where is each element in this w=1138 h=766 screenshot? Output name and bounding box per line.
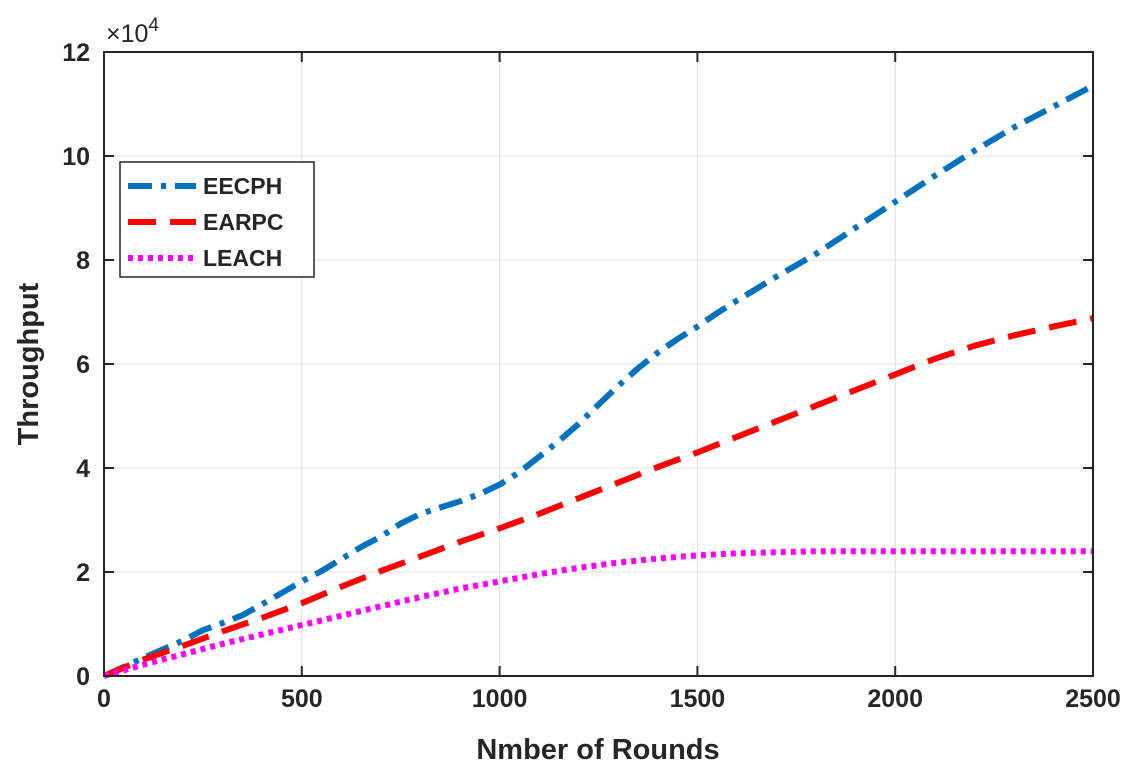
- legend-label-earpc: EARPC: [203, 209, 284, 235]
- y-tick-label: 10: [62, 143, 90, 171]
- x-tick-label: 2000: [867, 685, 923, 713]
- legend: EECPH EARPC LEACH: [119, 161, 315, 278]
- legend-items: EECPH EARPC LEACH: [128, 173, 284, 271]
- y-tick-label: 6: [76, 351, 90, 379]
- x-tick-label: 1000: [472, 685, 528, 713]
- y-multiplier: ×104: [106, 15, 159, 48]
- y-tick-label: 2: [76, 559, 90, 587]
- series-line-earpc: [102, 315, 1094, 679]
- tick-labels: 0 500 1000 1500 2000 2500 0 2 4 6 8 10 12: [62, 39, 1121, 713]
- legend-label-eecph: EECPH: [203, 173, 282, 199]
- x-tick-label: 0: [97, 685, 111, 713]
- tick-marks: [103, 51, 1094, 677]
- x-tick-label: 1500: [670, 685, 726, 713]
- x-axis-label: Nmber of Rounds: [476, 734, 719, 766]
- y-tick-label: 12: [62, 39, 90, 67]
- x-tick-label: 2500: [1065, 685, 1121, 713]
- y-tick-label: 8: [76, 247, 90, 275]
- legend-label-leach: LEACH: [203, 245, 282, 271]
- y-multiplier-exponent: 4: [148, 15, 159, 36]
- series-layer: [102, 83, 1095, 679]
- y-axis-label: Throughput: [13, 282, 45, 445]
- x-tick-label: 500: [281, 685, 323, 713]
- series-line-leach: [103, 548, 1093, 679]
- y-multiplier-base: ×10: [106, 20, 148, 48]
- y-tick-label: 4: [76, 455, 90, 483]
- y-tick-label: 0: [76, 663, 90, 691]
- series-line-eecph: [102, 83, 1095, 679]
